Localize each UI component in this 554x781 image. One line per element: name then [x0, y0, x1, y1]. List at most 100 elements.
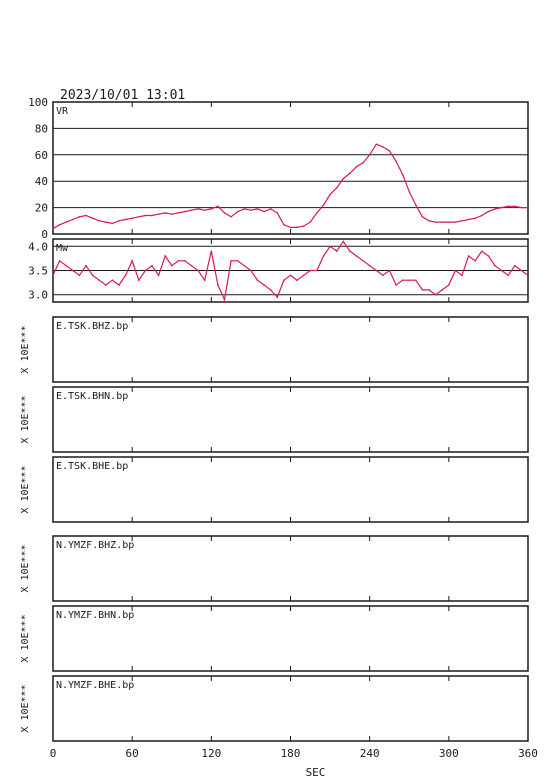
trace-panel-4: N.YMZF.BHN.bp X 10E*** [20, 605, 529, 672]
data-point [243, 208, 246, 210]
data-point [65, 264, 67, 267]
data-point [203, 279, 206, 281]
data-point [197, 208, 199, 210]
data-point [197, 269, 199, 272]
x-tick-label-0: 0 [50, 747, 57, 760]
data-point [500, 206, 503, 209]
data-point [441, 221, 444, 223]
data-point [256, 279, 259, 281]
data-point [520, 206, 523, 209]
data-point [408, 190, 411, 193]
data-point [289, 274, 292, 277]
data-point [111, 222, 114, 225]
data-point [421, 289, 424, 291]
trace-label: E.TSK.BHZ.bp [56, 321, 128, 332]
data-point [454, 221, 457, 223]
data-point [448, 221, 450, 223]
data-point [481, 250, 483, 252]
unit-label: X 10E*** [20, 544, 31, 592]
data-point [124, 218, 127, 221]
data-point [104, 284, 107, 286]
data-point [263, 210, 265, 213]
data-point [58, 223, 61, 226]
panel-label: Mw [56, 243, 69, 254]
data-point [474, 260, 477, 262]
unit-label: X 10E*** [20, 395, 31, 443]
data-point [98, 220, 100, 222]
data-point [137, 279, 140, 281]
unit-label: X 10E*** [20, 465, 31, 513]
data-point [65, 221, 67, 223]
data-point [342, 240, 345, 243]
data-point [289, 226, 292, 229]
data-point [316, 269, 318, 272]
data-point [520, 269, 523, 272]
data-point [461, 274, 463, 277]
data-point [296, 226, 298, 229]
data-point [401, 279, 404, 281]
data-point [256, 208, 259, 210]
data-point [190, 264, 193, 267]
data-point [243, 264, 246, 267]
data-point [111, 279, 114, 281]
data-point [177, 260, 180, 262]
data-point [164, 212, 166, 214]
x-tick-label-6: 360 [518, 747, 538, 760]
data-point [52, 274, 54, 277]
data-point [434, 293, 437, 296]
data-point [276, 212, 279, 214]
timestamp-title: 2023/10/01 13:01 [60, 88, 185, 103]
data-point [329, 245, 331, 248]
data-point [349, 250, 351, 252]
data-point [91, 217, 94, 219]
x-axis-title: SEC [306, 766, 326, 779]
plot-frame [52, 101, 529, 235]
data-point [309, 269, 312, 272]
data-point [401, 173, 404, 176]
y-tick-label-1: 20 [35, 202, 48, 215]
unit-label: X 10E*** [20, 614, 31, 662]
trace-label: N.YMZF.BHZ.bp [56, 540, 134, 551]
chart-panel-mw: 3.0 3.5 4.0 Mw [28, 238, 529, 303]
data-point [408, 279, 411, 281]
data-point [144, 214, 147, 217]
trace-label: E.TSK.BHE.bp [56, 461, 128, 472]
data-point [428, 289, 430, 291]
data-point [230, 260, 232, 262]
data-point [382, 146, 384, 148]
data-point [71, 218, 74, 221]
unit-label: X 10E*** [20, 684, 31, 732]
data-point [184, 260, 186, 262]
trace-label: N.YMZF.BHE.bp [56, 680, 134, 691]
y-tick-label-0: 0 [41, 228, 48, 241]
data-point [78, 274, 81, 277]
series-line-vr [52, 143, 528, 230]
trace-label: E.TSK.BHN.bp [56, 391, 128, 402]
data-point [362, 260, 364, 262]
data-point [322, 255, 325, 257]
data-point [527, 206, 529, 209]
data-point [104, 221, 107, 223]
data-point [118, 220, 120, 222]
unit-label: X 10E*** [20, 325, 31, 373]
data-point [487, 210, 490, 213]
data-point [91, 274, 94, 277]
data-point [263, 284, 265, 286]
data-point [236, 210, 239, 213]
data-point [177, 212, 180, 214]
data-point [223, 212, 226, 214]
trace-panel-2: E.TSK.BHE.bp X 10E*** [20, 456, 529, 523]
data-point [415, 204, 417, 206]
data-point [507, 205, 510, 208]
data-point [467, 218, 470, 221]
data-point [494, 208, 496, 210]
data-point [131, 260, 133, 262]
data-point [283, 223, 285, 226]
data-point [223, 298, 226, 301]
data-point [342, 177, 345, 180]
data-point [85, 264, 87, 267]
data-point [283, 279, 285, 281]
data-point [382, 274, 384, 277]
y-tick-label-0: 3.0 [28, 289, 48, 302]
data-point [203, 209, 206, 212]
